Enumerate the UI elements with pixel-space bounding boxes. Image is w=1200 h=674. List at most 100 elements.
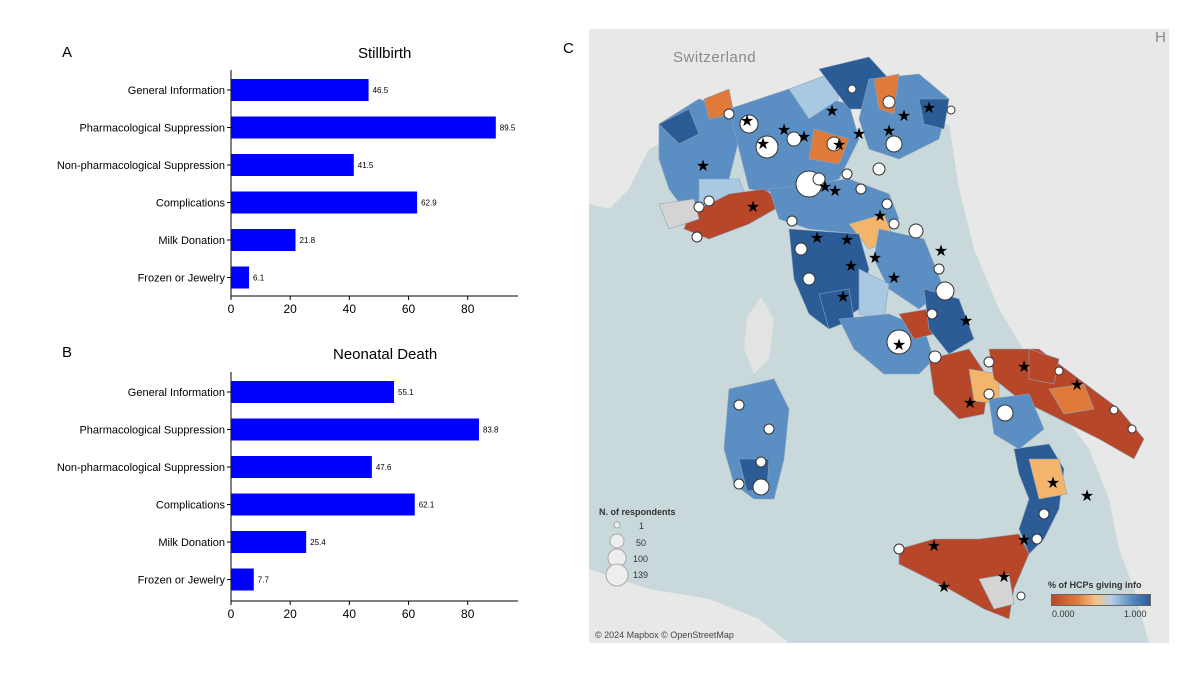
x-tick-label-3: 60: [402, 607, 416, 621]
svg-text:★: ★: [873, 208, 887, 225]
corsica: [744, 297, 774, 374]
category-label-3: Complications: [156, 500, 226, 512]
italy-map[interactable]: ★ ★ ★ ★ ★ ★ ★ ★ ★ ★ ★ ★ ★ ★ ★ ★ ★ ★ ★ ★ …: [589, 29, 1169, 643]
bar-5: [231, 568, 254, 591]
svg-text:★: ★: [777, 122, 791, 139]
value-label-3: 62.1: [419, 501, 435, 510]
bar-1: [231, 116, 496, 139]
bar-0: [231, 381, 395, 403]
switzerland-label: Switzerland: [673, 49, 757, 66]
bar-5: [231, 266, 250, 289]
svg-text:★: ★: [852, 126, 866, 143]
bar-2: [231, 154, 354, 176]
svg-text:★: ★: [887, 270, 901, 287]
category-label-5: Frozen or Jewelry: [138, 273, 226, 285]
size-legend-1: 1: [639, 521, 645, 531]
panel-b-letter: B: [62, 344, 73, 361]
value-label-0: 46.5: [373, 86, 389, 95]
stillbirth-bar-chart: General Information 46.5 Pharmacological S…: [57, 70, 518, 316]
svg-text:★: ★: [746, 199, 760, 216]
svg-text:★: ★: [836, 289, 850, 306]
svg-text:★: ★: [810, 230, 824, 247]
size-legend-title: N. of respondents: [599, 507, 676, 517]
svg-text:★: ★: [1017, 359, 1031, 376]
map-corner-label: H: [1155, 29, 1167, 46]
value-label-0: 55.1: [398, 388, 414, 397]
svg-text:★: ★: [997, 569, 1011, 586]
category-label-2: Non-pharmacological Suppression: [57, 160, 225, 172]
map-canvas: ★ ★ ★ ★ ★ ★ ★ ★ ★ ★ ★ ★ ★ ★ ★ ★ ★ ★ ★ ★ …: [589, 29, 1169, 643]
svg-text:★: ★: [882, 123, 896, 140]
x-tick-label-4: 80: [461, 302, 475, 316]
category-label-1: Pharmacological Suppression: [79, 425, 225, 437]
star-markers: ★ ★ ★ ★ ★ ★ ★ ★ ★ ★ ★ ★ ★ ★ ★ ★ ★ ★ ★ ★ …: [696, 100, 1094, 596]
svg-text:★: ★: [897, 108, 911, 125]
svg-text:★: ★: [840, 232, 854, 249]
svg-text:★: ★: [922, 100, 936, 117]
svg-text:★: ★: [797, 129, 811, 146]
svg-text:★: ★: [937, 579, 951, 596]
svg-text:★: ★: [892, 337, 906, 354]
bar-4: [231, 229, 296, 251]
category-label-2: Non-pharmacological Suppression: [57, 462, 225, 474]
x-tick-label-4: 80: [461, 607, 475, 621]
category-label-5: Frozen or Jewelry: [138, 575, 226, 587]
x-tick-label-0: 0: [228, 302, 235, 316]
bar-3: [231, 493, 415, 516]
svg-text:★: ★: [934, 243, 948, 260]
category-label-1: Pharmacological Suppression: [79, 123, 225, 135]
svg-text:★: ★: [828, 183, 842, 200]
bar-2: [231, 456, 372, 478]
svg-text:★: ★: [756, 136, 770, 153]
x-tick-label-3: 60: [402, 302, 416, 316]
category-label-4: Milk Donation: [158, 537, 225, 549]
x-tick-label-2: 40: [343, 302, 357, 316]
svg-text:★: ★: [927, 538, 941, 555]
svg-text:★: ★: [1070, 377, 1084, 394]
svg-text:★: ★: [868, 250, 882, 267]
x-tick-label-1: 20: [283, 607, 297, 621]
bar-4: [231, 531, 307, 553]
svg-text:★: ★: [844, 258, 858, 275]
value-label-1: 83.8: [483, 426, 499, 435]
respondent-markers: [691, 84, 1137, 601]
x-tick-label-0: 0: [228, 607, 235, 621]
size-legend-50: 50: [636, 538, 647, 548]
panel-c-letter: C: [563, 40, 574, 57]
color-legend-max: 1.000: [1124, 609, 1147, 619]
svg-text:★: ★: [963, 395, 977, 412]
color-legend-gradient: [1051, 594, 1151, 606]
svg-text:★: ★: [1017, 532, 1031, 549]
value-label-5: 6.1: [253, 274, 265, 283]
size-legend-139: 139: [633, 570, 649, 580]
value-label-5: 7.7: [258, 576, 270, 585]
svg-text:★: ★: [1080, 488, 1094, 505]
size-legend-circles: [605, 521, 629, 587]
category-label-3: Complications: [156, 198, 226, 210]
category-label-0: General Information: [128, 85, 225, 97]
chart-b-title: Neonatal Death: [333, 346, 438, 363]
value-label-2: 41.5: [358, 161, 374, 170]
value-label-3: 62.9: [421, 199, 437, 208]
svg-text:★: ★: [740, 113, 754, 130]
category-label-0: General Information: [128, 387, 225, 399]
svg-text:★: ★: [1046, 475, 1060, 492]
svg-text:★: ★: [832, 137, 846, 154]
panel-a-letter: A: [62, 44, 73, 61]
color-legend-min: 0.000: [1052, 609, 1075, 619]
bar-1: [231, 418, 479, 441]
neonatal-death-bar-chart: General Information 55.1 Pharmacological S…: [57, 372, 518, 621]
bar-3: [231, 191, 418, 214]
category-label-4: Milk Donation: [158, 235, 225, 247]
africa-land: [589, 569, 789, 643]
map-attribution[interactable]: © 2024 Mapbox © OpenStreetMap: [595, 630, 734, 640]
value-label-2: 47.6: [376, 463, 392, 472]
value-label-4: 21.8: [300, 236, 316, 245]
size-legend-100: 100: [633, 554, 649, 564]
value-label-1: 89.5: [500, 124, 516, 133]
svg-text:★: ★: [959, 313, 973, 330]
chart-a-title: Stillbirth: [358, 45, 412, 62]
svg-text:★: ★: [818, 179, 832, 196]
svg-text:★: ★: [825, 103, 839, 120]
x-tick-label-1: 20: [283, 302, 297, 316]
